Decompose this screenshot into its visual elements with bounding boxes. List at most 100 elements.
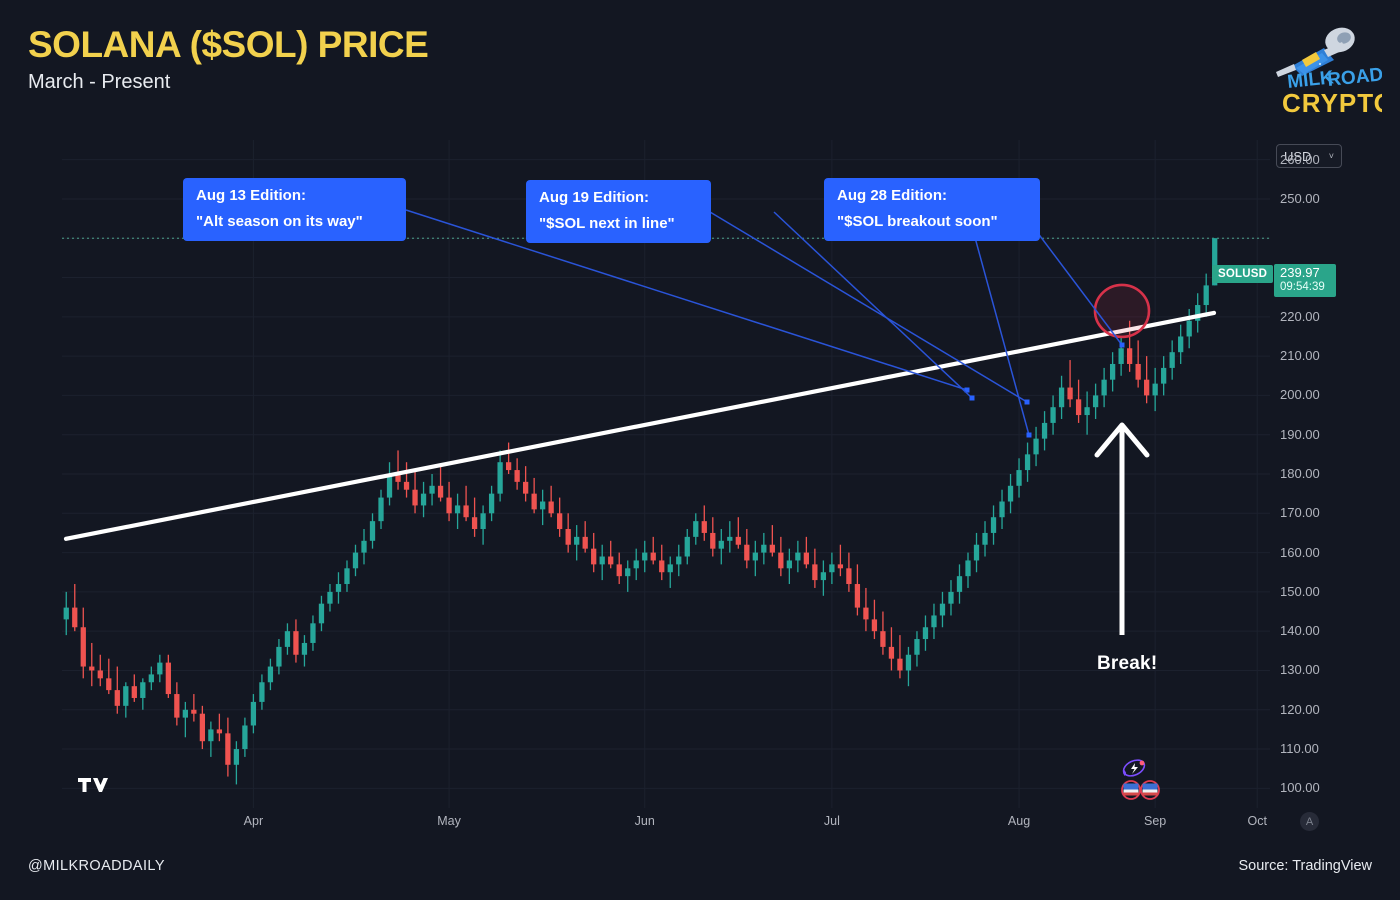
candle-body [1203,285,1209,306]
price-axis[interactable]: 260.00250.00230.00220.00210.00200.00190.… [1272,140,1372,840]
time-axis[interactable]: Apr May Jun Jul Aug Sep Oct [62,810,1320,836]
candle-body [505,462,512,471]
candle-body [242,725,248,750]
candle-body [1195,305,1201,321]
price-tick-label: 100.00 [1280,780,1320,796]
time-tick-label: Sep [1144,814,1167,828]
candle-body [744,544,750,561]
callout-aug-28[interactable]: Aug 28 Edition: "$SOL breakout soon" [824,178,1040,241]
candle-body [318,603,325,624]
candle-body [395,474,401,482]
astronaut-icon [1276,27,1355,77]
candle-body [1144,379,1150,396]
candle-body [1169,352,1175,368]
candle-body [710,532,716,549]
candle-body [497,462,503,494]
candle-body [1058,387,1065,408]
candle-body [412,489,418,506]
time-tick-label: Oct [1247,814,1267,828]
candle-body [982,532,988,545]
candle-body [905,654,912,671]
candle-body [216,729,223,734]
callout-aug-13[interactable]: Aug 13 Edition: "Alt season on its way" [183,178,406,241]
auto-scale-button[interactable]: A [1300,812,1319,831]
callout-connector [773,211,973,399]
candle-body [335,584,342,592]
callout-connector [405,209,968,391]
flag-marker-icon-1 [1121,780,1141,800]
candle-body [63,607,69,620]
price-tick-label: 170.00 [1280,505,1320,521]
candle-body [1041,422,1048,439]
callout-connector-endpoint [1024,399,1030,405]
candle-body [250,701,257,726]
callout-connector-endpoint [969,395,975,401]
callout-connector-endpoint [964,387,970,393]
candle-body [310,623,316,643]
candle-body [650,552,656,561]
candle-body [608,556,614,565]
candle-body [1109,363,1116,380]
candle-body [880,631,886,647]
chart-svg [62,140,1270,808]
candle-body [140,682,146,698]
candle-body [446,497,452,514]
flag-marker-icon-2 [1140,780,1160,800]
candle-body [769,544,775,553]
candle-body [1212,238,1218,286]
milk-road-crypto-logo: MILK ROAD CRYPTO [1262,14,1382,120]
currency-label: USD [1284,148,1312,164]
candle-body [735,536,741,545]
candle-body [837,564,844,569]
breakout-circle [1093,283,1151,339]
candle-body [846,568,852,585]
logo-text-road: ROAD [1326,64,1382,91]
callout-aug-19[interactable]: Aug 19 Edition: "$SOL next in line" [526,180,711,243]
candle-body [786,560,792,569]
price-tick-label: 120.00 [1280,701,1320,717]
price-tick-label: 110.00 [1280,741,1319,757]
time-tick-label: Jul [823,814,840,828]
price-tick-label: 210.00 [1280,348,1320,364]
candle-body [965,560,971,577]
time-tick-label: Jun [634,814,655,828]
candlestick-plot [62,140,1270,808]
candle-body [123,686,129,706]
candle-body [1126,348,1133,364]
symbol-badge: SOLUSD [1212,265,1274,283]
trendline [63,310,1217,541]
candle-body [667,564,673,573]
candle-body [1092,395,1099,408]
candle-body [454,505,461,514]
candle-body [225,733,231,765]
candle-body [1084,407,1090,416]
break-annotation-label: Break! [1097,653,1158,674]
time-tick-label: Aug [1007,814,1031,828]
candle-body [463,505,469,518]
candle-body [931,615,937,628]
footer-handle: @MILKROADDAILY [28,858,165,874]
candle-body [378,497,384,522]
currency-select[interactable]: USD ˅ [1276,144,1342,168]
candle-body [548,501,554,514]
callout-date: Aug 13 Edition: [196,187,306,204]
candle-body [437,485,444,498]
candle-body [1118,348,1124,364]
footer-source: Source: TradingView [1238,858,1372,874]
candle-body [990,517,997,533]
candle-body [369,521,376,541]
time-tick-label: May [437,814,461,828]
candle-body [803,552,810,565]
candle-body [897,658,903,671]
candle-body [352,552,359,569]
callout-quote: "$SOL next in line" [539,215,675,232]
candle-body [531,493,537,510]
callout-connector [709,211,1028,403]
price-chart[interactable] [62,140,1270,808]
candle-body [582,536,588,549]
candle-body [284,631,291,647]
candle-body [514,470,520,482]
chart-event-markers[interactable] [1118,758,1170,807]
callout-quote: "Alt season on its way" [196,213,363,230]
candle-body [344,568,350,585]
